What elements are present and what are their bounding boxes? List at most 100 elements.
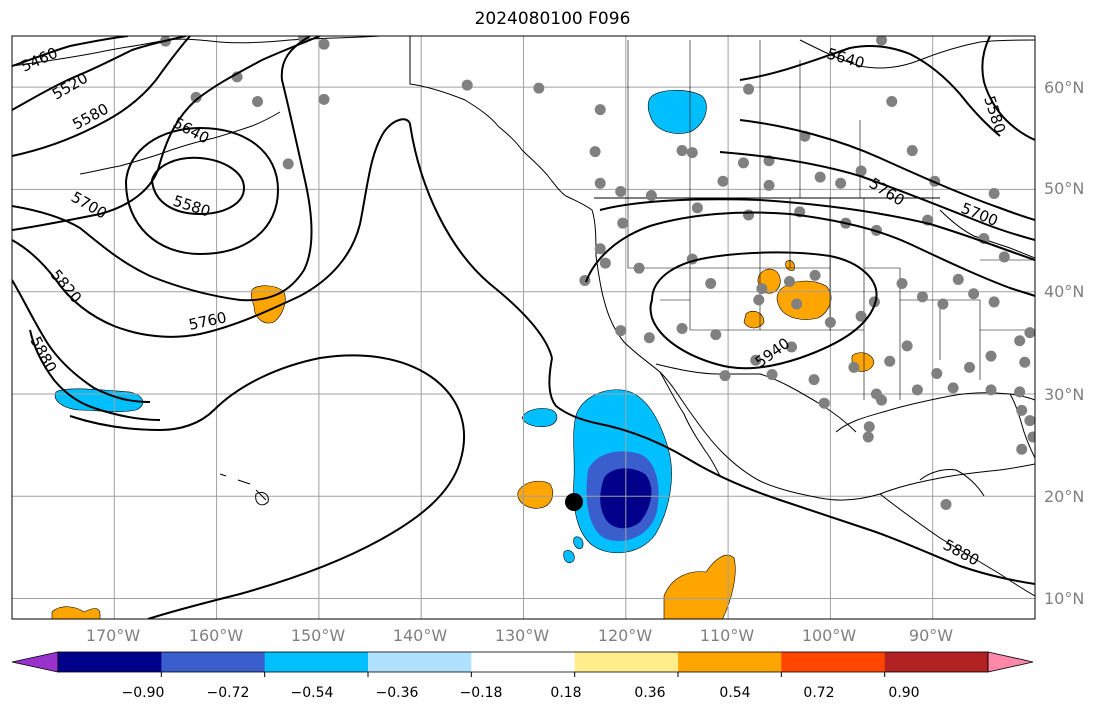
map-frame <box>11 35 1036 620</box>
colorbar-tick-labels: −0.90 −0.72 −0.54 −0.36 −0.18 0.18 0.36 … <box>122 685 920 701</box>
station-dot <box>615 185 627 197</box>
station-dot <box>855 310 867 322</box>
colorbar-swatch <box>884 652 989 672</box>
colorbar-swatch <box>574 652 679 672</box>
colorbar-extend-high <box>987 651 1034 673</box>
station-dot <box>1014 335 1026 347</box>
station-dot <box>862 431 874 443</box>
station-dot <box>717 175 729 187</box>
coastline-central-america <box>879 493 1035 597</box>
station-dot <box>906 145 918 157</box>
station-dot <box>985 384 997 396</box>
station-dot <box>743 83 755 95</box>
station-dot <box>1014 386 1026 398</box>
coastlines <box>12 36 1035 597</box>
station-dot <box>818 397 830 409</box>
contour-5700-us <box>739 119 1035 221</box>
colorbar-tick-label: 0.90 <box>888 685 919 701</box>
lon-label: 130°W <box>495 626 550 645</box>
height-contours <box>12 36 1035 619</box>
lon-label: 140°W <box>393 626 448 645</box>
colorbar-tick-label: −0.54 <box>291 685 334 701</box>
colorbar-swatch <box>471 652 576 672</box>
station-dot <box>594 243 606 255</box>
contour-5700 <box>12 36 313 302</box>
colorbar-extend-low <box>11 651 59 673</box>
colorbar-tick-label: −0.90 <box>122 685 165 701</box>
lon-label: 90°W <box>909 626 953 645</box>
station-dot <box>791 298 803 310</box>
station-dot <box>876 36 888 46</box>
longitude-labels: 170°W 160°W 150°W 140°W 130°W 120°W 110°… <box>86 626 953 645</box>
station-dot <box>282 158 294 170</box>
colorbar-tick-label: −0.36 <box>376 685 419 701</box>
station-dot <box>998 251 1010 263</box>
lon-label: 110°W <box>700 626 755 645</box>
station-dot <box>633 262 645 274</box>
station-dot <box>855 165 867 177</box>
colorbar-tick-label: 0.54 <box>719 685 750 701</box>
station-dot <box>461 79 473 91</box>
colorbar-tick-label: −0.18 <box>460 685 503 701</box>
map-title: 2024080100 F096 <box>474 9 631 29</box>
negative-anomaly-tiny <box>563 550 575 564</box>
station-dot <box>617 217 629 229</box>
lon-label: 150°W <box>291 626 346 645</box>
station-dot <box>756 283 768 295</box>
contour-5820-us <box>599 198 1035 261</box>
station-dot <box>886 95 898 107</box>
contour-5640-west <box>12 36 321 231</box>
coastline-hawaii-big <box>255 491 269 506</box>
disturbance-marker <box>565 493 583 511</box>
positive-anomaly-plains <box>776 280 832 320</box>
station-dot <box>318 93 330 105</box>
station-dot <box>808 374 820 386</box>
colorbar-swatch <box>678 652 782 672</box>
station-dot <box>988 188 1000 200</box>
positive-anomaly-plains3 <box>743 310 765 329</box>
state-lines <box>627 198 1035 400</box>
station-dot <box>599 257 611 269</box>
station-dot <box>252 95 264 107</box>
station-dot <box>766 369 778 381</box>
contour-5820 <box>12 279 151 403</box>
station-dot <box>594 177 606 189</box>
contour-5880-big <box>69 354 466 619</box>
coastline-florida <box>1009 393 1035 459</box>
colorbar-outline <box>57 651 989 673</box>
station-dot <box>783 275 795 287</box>
station-dot <box>1016 404 1028 416</box>
coastline-alaska <box>12 36 567 197</box>
coastline-hawaii <box>219 473 267 501</box>
station-dot <box>1024 327 1035 339</box>
station-dot <box>705 278 717 290</box>
station-dot <box>988 296 1000 308</box>
border-us-mexico <box>655 363 857 433</box>
station-dot <box>937 298 949 310</box>
contour-5880 <box>29 329 161 421</box>
contour-5640-canada <box>739 45 1001 137</box>
contour-5760-us <box>719 151 1035 241</box>
station-dot <box>911 384 923 396</box>
latitude-labels: 10°N 20°N 30°N 40°N 50°N 60°N <box>1044 78 1084 608</box>
station-dot <box>594 104 606 116</box>
colorbar: −0.90 −0.72 −0.54 −0.36 −0.18 0.18 0.36 … <box>11 651 1034 701</box>
station-dot <box>737 157 749 169</box>
station-dot <box>884 355 896 367</box>
contour-5640-low <box>124 126 280 256</box>
station-dot <box>763 179 775 191</box>
station-dot <box>863 421 875 433</box>
station-dot <box>848 361 860 373</box>
coastline-aleutian-chain <box>79 111 281 175</box>
station-dot <box>318 38 330 50</box>
station-dot <box>615 325 627 337</box>
lat-label: 30°N <box>1044 385 1084 404</box>
station-dot <box>947 382 959 394</box>
station-dot <box>931 368 943 380</box>
station-dot <box>676 323 688 335</box>
contour-5580-low <box>150 156 246 216</box>
positive-anomaly-south <box>663 554 736 619</box>
station-dot <box>940 498 952 510</box>
colorbar-swatch <box>264 652 369 672</box>
colorbar-swatch <box>781 652 886 672</box>
